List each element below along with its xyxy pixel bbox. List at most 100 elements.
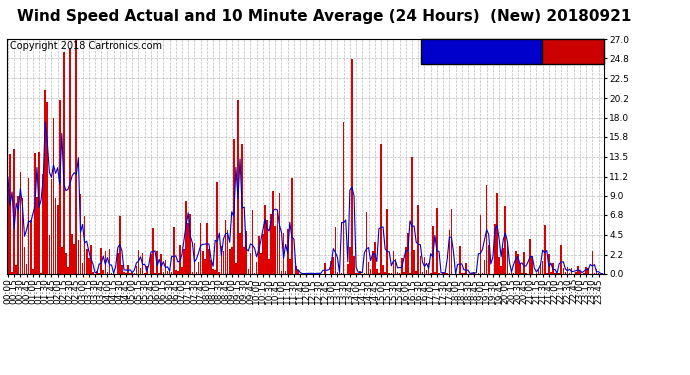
Bar (409, 273, 411, 274)
Bar (192, 272, 193, 274)
Bar (206, 223, 208, 274)
Bar (504, 206, 506, 274)
Bar (196, 272, 197, 274)
Bar (75, 39, 77, 274)
Bar (13, 149, 15, 274)
Bar (405, 247, 406, 274)
Bar (432, 226, 433, 274)
Bar (349, 247, 351, 274)
Bar (448, 230, 450, 274)
Bar (262, 234, 264, 274)
Text: Copyright 2018 Cartronics.com: Copyright 2018 Cartronics.com (10, 41, 162, 51)
Bar (179, 245, 181, 274)
Bar (477, 273, 479, 274)
Bar (461, 273, 462, 274)
Bar (525, 273, 527, 274)
Bar (169, 270, 170, 274)
Bar (32, 269, 34, 274)
Bar (430, 273, 431, 274)
Bar (420, 256, 421, 274)
Bar (42, 174, 44, 274)
Bar (61, 247, 63, 274)
Text: Wind (mph): Wind (mph) (543, 47, 602, 56)
Bar (579, 272, 581, 274)
Bar (136, 266, 137, 274)
Bar (117, 253, 119, 274)
Bar (498, 257, 500, 274)
Bar (399, 273, 400, 274)
Bar (442, 272, 444, 274)
Bar (473, 272, 475, 274)
Bar (50, 179, 52, 274)
Bar (548, 255, 550, 274)
Bar (233, 139, 235, 274)
Bar (52, 117, 55, 274)
Bar (368, 262, 369, 274)
Bar (422, 272, 423, 274)
Bar (9, 154, 11, 274)
Bar (48, 236, 50, 274)
Bar (560, 245, 562, 274)
Bar (523, 252, 525, 274)
Bar (297, 270, 299, 274)
Bar (96, 272, 98, 274)
Bar (380, 144, 382, 274)
Bar (341, 273, 342, 274)
Bar (157, 251, 158, 274)
Bar (471, 273, 473, 274)
Bar (552, 263, 554, 274)
Bar (36, 197, 38, 274)
Bar (571, 268, 573, 274)
Bar (163, 272, 164, 274)
Bar (21, 198, 23, 274)
Bar (260, 253, 262, 274)
Bar (219, 272, 220, 274)
Bar (401, 258, 402, 274)
Bar (287, 229, 288, 274)
Bar (123, 272, 125, 274)
Bar (517, 254, 519, 274)
Bar (366, 212, 367, 274)
Bar (104, 251, 106, 274)
Bar (17, 196, 19, 274)
Bar (241, 144, 243, 274)
Bar (110, 273, 112, 274)
Text: Wind Speed Actual and 10 Minute Average (24 Hours)  (New) 20180921: Wind Speed Actual and 10 Minute Average … (17, 9, 631, 24)
Bar (190, 214, 191, 274)
Bar (15, 265, 17, 274)
Bar (513, 273, 515, 274)
Bar (200, 224, 201, 274)
Bar (128, 265, 129, 274)
Bar (372, 251, 373, 274)
Bar (591, 251, 593, 274)
Bar (546, 273, 548, 274)
Bar (217, 182, 218, 274)
Bar (566, 267, 569, 274)
Bar (69, 48, 71, 274)
Bar (285, 272, 286, 274)
Bar (225, 220, 226, 274)
Bar (386, 209, 388, 274)
Bar (171, 272, 172, 274)
Bar (391, 273, 392, 274)
Bar (484, 260, 486, 274)
Bar (463, 273, 464, 274)
Bar (482, 273, 483, 274)
Bar (446, 273, 448, 274)
Bar (488, 244, 490, 274)
Bar (279, 194, 280, 274)
Bar (277, 210, 278, 274)
Bar (79, 194, 81, 274)
Bar (283, 233, 284, 274)
Bar (382, 265, 384, 274)
Bar (65, 253, 67, 274)
Bar (92, 273, 94, 274)
Bar (204, 259, 206, 274)
Bar (351, 59, 353, 274)
Bar (413, 250, 415, 274)
Bar (434, 273, 435, 274)
Bar (59, 100, 61, 274)
Bar (480, 215, 481, 274)
Bar (575, 273, 577, 274)
Bar (177, 271, 179, 274)
